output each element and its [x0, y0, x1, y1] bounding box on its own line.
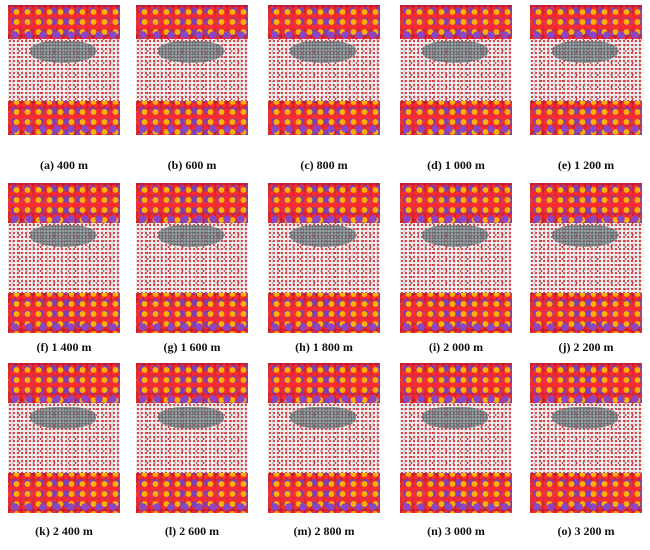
mineral-slab-bottom — [136, 101, 248, 135]
mineral-slab-bottom — [268, 293, 380, 333]
water-layer — [268, 223, 380, 293]
oil-cluster — [552, 225, 618, 247]
mineral-slab-top — [268, 183, 380, 225]
mineral-slab-top — [8, 363, 120, 405]
water-layer — [400, 39, 512, 101]
panel-i: (i) 2 000 m — [396, 183, 516, 354]
panel-label: (j) 2 200 m — [558, 340, 614, 354]
oil-cluster — [158, 41, 224, 63]
mineral-slab-top — [530, 5, 642, 41]
oil-cluster — [552, 407, 618, 429]
mineral-slab-top — [136, 5, 248, 41]
simulation-snapshot — [268, 183, 380, 333]
oil-cluster — [422, 41, 488, 63]
mineral-slab-top — [268, 5, 380, 41]
panel-e: (e) 1 200 m — [526, 5, 646, 172]
mineral-slab-top — [400, 5, 512, 41]
panel-m: (m) 2 800 m — [264, 363, 384, 538]
mineral-slab-bottom — [400, 101, 512, 135]
oil-cluster — [290, 41, 356, 63]
mineral-slab-top — [530, 183, 642, 225]
simulation-snapshot — [400, 183, 512, 333]
panel-k: (k) 2 400 m — [4, 363, 124, 538]
simulation-snapshot — [530, 183, 642, 333]
oil-cluster — [290, 225, 356, 247]
panel-b: (b) 600 m — [132, 5, 252, 172]
panel-c: (c) 800 m — [264, 5, 384, 172]
oil-cluster — [422, 407, 488, 429]
simulation-snapshot — [530, 5, 642, 135]
mineral-slab-top — [8, 5, 120, 41]
panel-label: (f) 1 400 m — [36, 340, 92, 354]
panel-label: (g) 1 600 m — [163, 340, 221, 354]
panel-label: (d) 1 000 m — [427, 158, 485, 172]
panel-label: (e) 1 200 m — [557, 158, 615, 172]
mineral-slab-bottom — [268, 473, 380, 513]
simulation-snapshot — [268, 5, 380, 135]
mineral-slab-top — [268, 363, 380, 405]
panel-label: (n) 3 000 m — [427, 524, 485, 538]
panel-label: (c) 800 m — [300, 158, 348, 172]
mineral-slab-bottom — [8, 101, 120, 135]
simulation-snapshot — [400, 363, 512, 513]
mineral-slab-top — [400, 183, 512, 225]
mineral-slab-bottom — [8, 293, 120, 333]
panel-label: (l) 2 600 m — [164, 524, 220, 538]
mineral-slab-bottom — [400, 473, 512, 513]
mineral-slab-bottom — [530, 473, 642, 513]
mineral-slab-top — [530, 363, 642, 405]
oil-cluster — [422, 225, 488, 247]
panel-n: (n) 3 000 m — [396, 363, 516, 538]
mineral-slab-bottom — [136, 473, 248, 513]
panel-l: (l) 2 600 m — [132, 363, 252, 538]
oil-cluster — [552, 41, 618, 63]
simulation-snapshot — [268, 363, 380, 513]
panel-h: (h) 1 800 m — [264, 183, 384, 354]
oil-cluster — [30, 41, 96, 63]
oil-cluster — [158, 225, 224, 247]
simulation-snapshot — [136, 183, 248, 333]
oil-cluster — [30, 225, 96, 247]
panel-label: (b) 600 m — [167, 158, 217, 172]
mineral-slab-bottom — [530, 293, 642, 333]
simulation-snapshot — [8, 363, 120, 513]
panel-d: (d) 1 000 m — [396, 5, 516, 172]
simulation-snapshot — [8, 5, 120, 135]
mineral-slab-bottom — [136, 293, 248, 333]
panel-label: (o) 3 200 m — [557, 524, 615, 538]
water-layer — [530, 39, 642, 101]
panel-o: (o) 3 200 m — [526, 363, 646, 538]
panel-label: (a) 400 m — [40, 158, 88, 172]
simulation-snapshot — [136, 5, 248, 135]
mineral-slab-top — [8, 183, 120, 225]
panel-label: (m) 2 800 m — [293, 524, 355, 538]
panel-f: (f) 1 400 m — [4, 183, 124, 354]
mineral-slab-bottom — [400, 293, 512, 333]
panel-label: (h) 1 800 m — [295, 340, 353, 354]
panel-g: (g) 1 600 m — [132, 183, 252, 354]
panel-label: (i) 2 000 m — [428, 340, 484, 354]
mineral-slab-bottom — [8, 473, 120, 513]
simulation-snapshot — [530, 363, 642, 513]
mineral-slab-top — [400, 363, 512, 405]
simulation-snapshot — [400, 5, 512, 135]
panel-j: (j) 2 200 m — [526, 183, 646, 354]
simulation-snapshot — [136, 363, 248, 513]
simulation-snapshot — [8, 183, 120, 333]
oil-cluster — [290, 407, 356, 429]
panel-label: (k) 2 400 m — [35, 524, 93, 538]
mineral-slab-top — [136, 363, 248, 405]
panel-a: (a) 400 m — [4, 5, 124, 172]
mineral-slab-bottom — [268, 101, 380, 135]
oil-cluster — [30, 407, 96, 429]
oil-cluster — [158, 407, 224, 429]
mineral-slab-top — [136, 183, 248, 225]
mineral-slab-bottom — [530, 101, 642, 135]
water-layer — [8, 223, 120, 293]
